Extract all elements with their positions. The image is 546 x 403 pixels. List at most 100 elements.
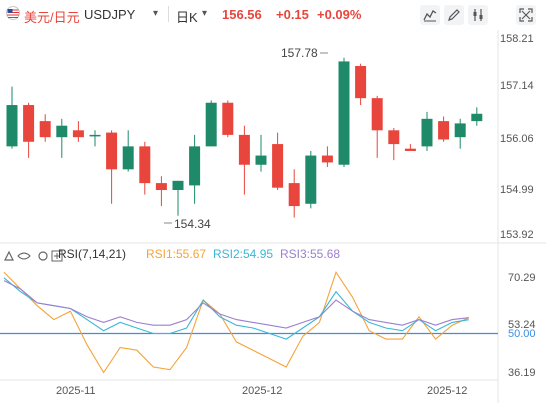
candle-body (454, 123, 466, 138)
candle (39, 114, 51, 142)
candle (122, 130, 134, 172)
candle-body (371, 98, 383, 131)
candle-body (189, 146, 201, 186)
candle-body (205, 102, 217, 147)
candle (6, 86, 18, 149)
rsi-pane (0, 270, 498, 374)
line-tool-icon (423, 10, 437, 22)
candle (471, 107, 483, 126)
line-tool-button[interactable] (420, 5, 440, 25)
price-tick: 153.92 (500, 229, 534, 241)
time-tick: 2025-11 (56, 385, 96, 397)
candle (338, 57, 350, 168)
candle-body (222, 102, 234, 135)
price-change-percent: +0.09% (317, 7, 362, 22)
candle (72, 121, 84, 142)
pen-icon (448, 9, 460, 21)
candle (355, 63, 367, 106)
time-tick: 2025-12 (427, 385, 467, 397)
candle-body (438, 121, 450, 140)
rsi3-value: RSI3:55.68 (280, 247, 341, 261)
rsi-line-rsi3 (3, 280, 469, 329)
candle (388, 128, 400, 161)
candle (89, 130, 101, 147)
candle (454, 118, 466, 149)
rsi-tick: 70.29 (508, 272, 536, 284)
price-tick: 158.21 (500, 33, 534, 45)
candle (438, 116, 450, 142)
candle-body (255, 155, 267, 165)
candle (272, 132, 284, 190)
candle-body (89, 134, 101, 137)
candle-body (72, 130, 84, 138)
candle-body (288, 183, 300, 207)
candle (288, 169, 300, 218)
fullscreen-icon (519, 8, 533, 22)
candle-body (421, 118, 433, 147)
candle (222, 100, 234, 138)
candle (321, 146, 333, 168)
rsi-tick: 36.19 (508, 367, 536, 379)
price-tick: 154.99 (500, 184, 534, 196)
pane-settings-icons (4, 250, 63, 262)
candle (205, 100, 217, 147)
candle (371, 95, 383, 158)
toolbar-divider (168, 6, 169, 22)
candle-body (56, 125, 68, 138)
candle (404, 144, 416, 151)
candle (23, 102, 35, 158)
candle-body (355, 66, 367, 99)
candle (172, 180, 184, 216)
rsi-triangle-icon[interactable] (4, 250, 14, 261)
flag-icon (6, 6, 20, 20)
rsi-settings-icon[interactable] (38, 251, 48, 261)
interval-select[interactable]: 日K (176, 10, 198, 25)
candle (305, 150, 317, 209)
candle (421, 111, 433, 151)
rsi-line-rsi1 (3, 270, 470, 374)
high-annotation-label: 157.78 (281, 46, 318, 60)
eye-icon[interactable] (17, 252, 31, 260)
candle-body (404, 148, 416, 151)
price-tick: 156.06 (500, 133, 534, 145)
candle (106, 130, 118, 204)
pair-symbol[interactable]: USDJPY (84, 7, 136, 22)
rsi2-value: RSI2:54.95 (213, 247, 274, 261)
candle (189, 134, 201, 204)
candle-body (139, 146, 151, 184)
fullscreen-button[interactable] (516, 5, 536, 25)
candle-body (272, 144, 284, 188)
time-tick: 2025-12 (242, 385, 282, 397)
candle (155, 176, 167, 207)
candle-body (471, 113, 483, 122)
candle-body (39, 121, 51, 138)
candle-body (321, 155, 333, 163)
settings-button[interactable] (468, 5, 488, 25)
settings-icon (473, 9, 483, 21)
candle-body (338, 61, 350, 165)
candle (56, 118, 68, 158)
candle (139, 141, 151, 195)
price-change: +0.15 (276, 7, 309, 22)
rsi1-value: RSI1:55.67 (146, 247, 207, 261)
rsi-line-rsi2 (3, 277, 469, 340)
chart-toolbar: 美元/日元 USDJPY ▾ 日K ▾ 156.56 +0.15 +0.09% (0, 0, 546, 30)
rsi-reference-tick: 50.00 (508, 328, 536, 340)
candle-body (122, 146, 134, 170)
price-tick: 157.14 (500, 80, 534, 92)
draw-tool-button[interactable] (444, 5, 464, 25)
candle-body (6, 105, 18, 147)
pair-name-cn[interactable]: 美元/日元 (24, 10, 80, 25)
caret-down-icon[interactable]: ▾ (202, 8, 208, 19)
candle-body (305, 155, 317, 204)
last-price: 156.56 (222, 7, 262, 22)
low-annotation: 154.34 (164, 217, 211, 231)
candle-body (238, 134, 250, 165)
candle-body (106, 132, 118, 170)
caret-down-icon[interactable]: ▾ (153, 8, 159, 19)
candle-body (155, 183, 167, 190)
high-annotation: 157.78 (281, 46, 328, 60)
rsi-expand-icon[interactable] (51, 250, 63, 262)
rsi-indicator-name[interactable]: RSI(7,14,21) (58, 247, 127, 261)
